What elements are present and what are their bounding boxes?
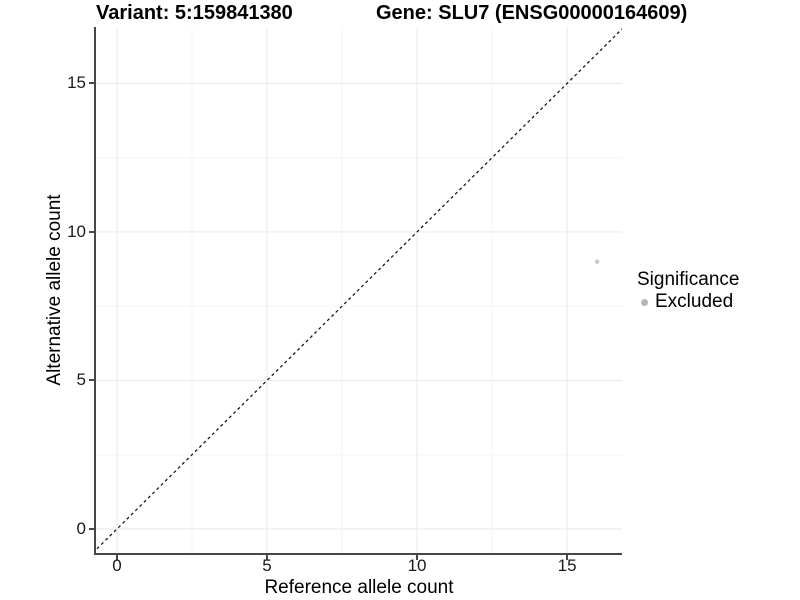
excluded-point-icon	[641, 298, 648, 306]
y-tick-label: 0	[76, 518, 86, 538]
x-tick-label: 0	[112, 556, 122, 575]
y-tick-label: 10	[67, 221, 86, 241]
legend-item-excluded: Excluded	[637, 291, 739, 313]
x-axis-tick	[566, 555, 569, 560]
x-axis-tick	[416, 555, 419, 560]
data-point-excluded	[594, 259, 600, 264]
y-tick-label: 15	[67, 73, 86, 93]
x-tick-label: 10	[407, 556, 427, 575]
y-axis-tick	[89, 527, 94, 530]
y-axis-tick	[89, 230, 94, 233]
legend-title: Significance	[637, 269, 740, 290]
plot-panel	[94, 27, 622, 555]
legend-item-label: Excluded	[655, 291, 734, 312]
legend: Significance Excluded	[637, 269, 739, 313]
x-axis-tick	[266, 555, 269, 560]
gene-title: Gene: SLU7 (ENSG00000164609)	[376, 2, 688, 24]
plot-area-svg	[96, 27, 622, 553]
x-tick-label: 5	[262, 556, 272, 575]
y-axis-tick	[89, 82, 94, 85]
variant-title: Variant: 5:159841380	[96, 2, 293, 24]
y-axis-tick	[89, 379, 94, 382]
x-axis-tick	[116, 555, 118, 560]
y-tick-label: 5	[76, 370, 86, 390]
x-tick-label: 15	[557, 556, 577, 575]
identity-reference-line	[96, 28, 622, 551]
x-axis-title: Reference allele count	[264, 577, 454, 598]
